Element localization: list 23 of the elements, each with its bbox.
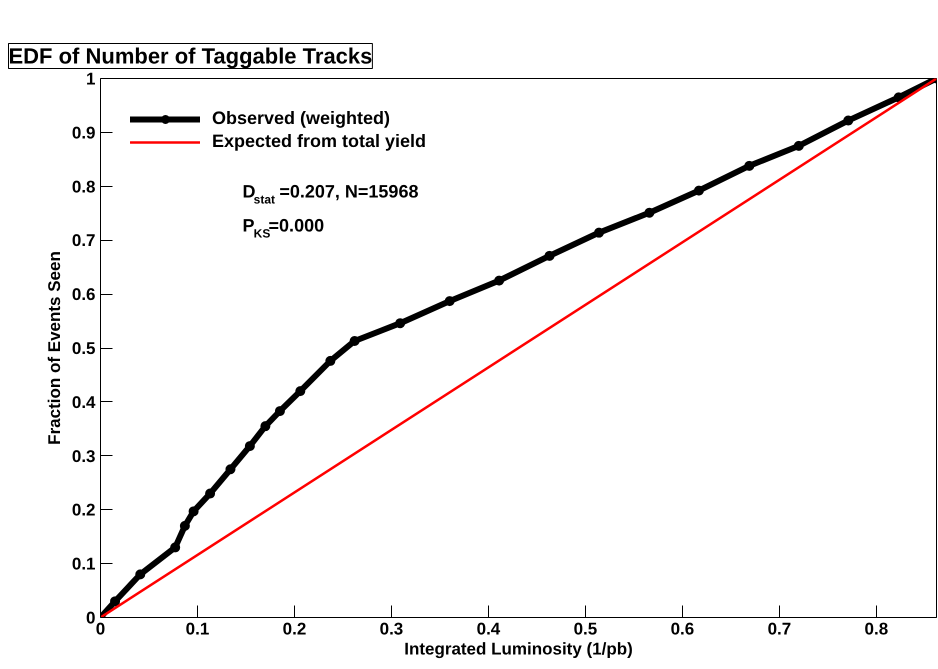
y-axis-title: Fraction of Events Seen <box>44 251 64 445</box>
x-tick-label: 0.4 <box>476 620 501 638</box>
x-tick-label: 0.6 <box>670 620 694 638</box>
y-tick-label: 0.4 <box>72 392 96 412</box>
y-tick-label: 0.3 <box>72 446 96 466</box>
y-tick-label: 0.9 <box>72 123 96 142</box>
y-tick-label: 1 <box>86 70 96 88</box>
x-tick-label: 0.7 <box>768 620 792 638</box>
legend-label: Observed (weighted) <box>212 108 390 129</box>
x-tick-label: 0.8 <box>864 620 888 638</box>
y-tick-label: 0.6 <box>72 285 96 304</box>
y-tick-label: 0.1 <box>72 554 96 574</box>
x-tick-label: 0.5 <box>574 620 598 638</box>
legend-label: Expected from total yield <box>212 131 426 152</box>
x-tick-label: 0.1 <box>186 620 210 638</box>
x-tick-label: 0.3 <box>380 620 404 638</box>
x-tick-label: 0.2 <box>282 620 306 638</box>
y-tick-label: 0.2 <box>72 500 96 520</box>
x-axis-title: Integrated Luminosity (1/pb) <box>404 640 633 658</box>
y-tick-label: 0.5 <box>72 339 96 358</box>
y-tick-label: 0.8 <box>72 177 96 196</box>
y-tick-label: 0.7 <box>72 231 96 250</box>
chart-title: EDF of Number of Taggable Tracks <box>8 44 372 68</box>
